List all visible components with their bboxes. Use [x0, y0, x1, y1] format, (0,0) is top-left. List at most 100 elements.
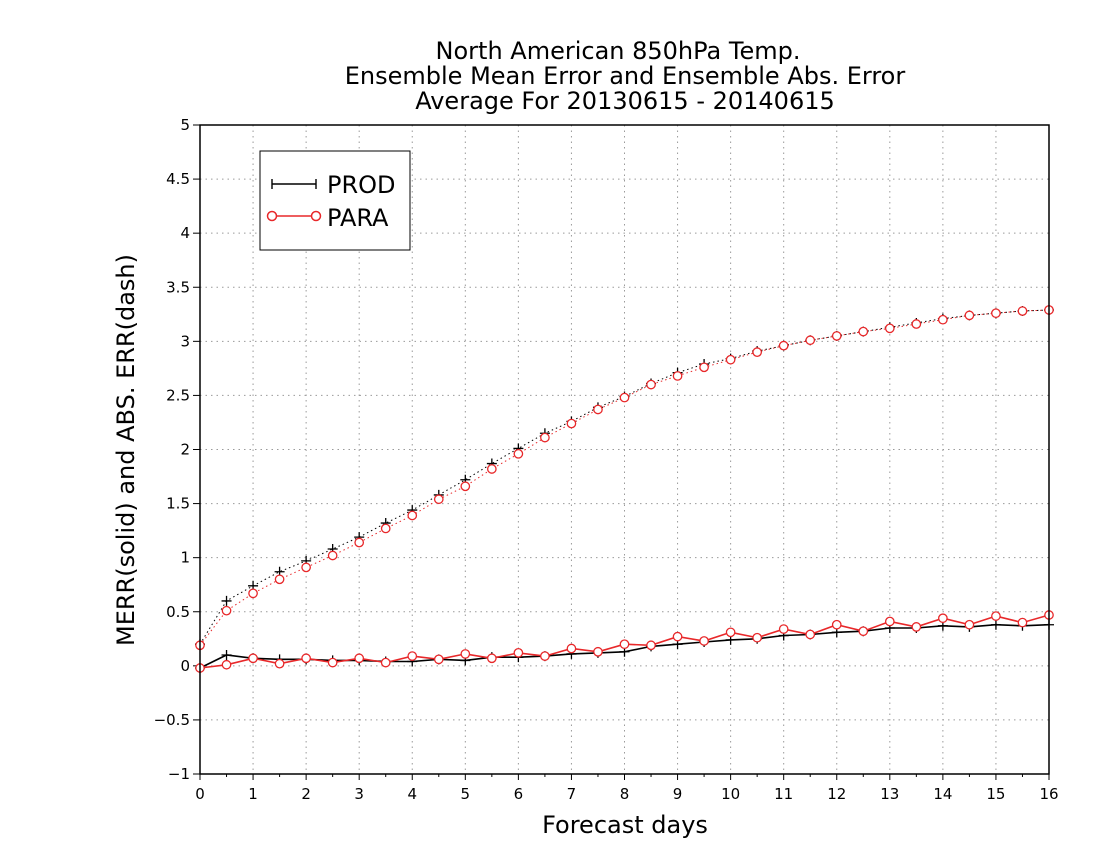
x-tick-label: 4 — [407, 785, 417, 803]
y-tick-label: 1 — [180, 549, 190, 567]
para-merr-point — [433, 654, 444, 665]
para-merr-point — [221, 659, 232, 670]
para-abs-err-point — [619, 392, 630, 403]
y-tick-label: 5 — [180, 116, 190, 134]
y-tick-label: 0.5 — [166, 603, 190, 621]
para-abs-err-point — [221, 605, 232, 616]
para-merr-point — [964, 619, 975, 630]
para-abs-err-point — [327, 550, 338, 561]
para-merr-point — [513, 648, 524, 658]
para-merr-point — [858, 626, 869, 637]
para-merr-point — [566, 643, 577, 654]
para-abs-err-point — [486, 464, 497, 474]
y-tick-label: 2 — [180, 441, 190, 459]
axis-ticks: 0 1 2 3 4 5 6 7 8 9 10 11 12 13 14 15 16−1−0.500.511.522… — [154, 116, 1059, 803]
para-merr-point — [752, 632, 763, 643]
legend-para-marker-left — [266, 210, 278, 222]
para-abs-err-point — [672, 371, 683, 381]
y-tick-label: −1 — [168, 765, 190, 783]
x-tick-label: 7 — [567, 785, 577, 803]
legend-prod-label: PROD — [327, 171, 396, 199]
para-merr-point — [831, 619, 842, 630]
para-merr-point — [778, 624, 789, 634]
prod-merr-point — [990, 619, 1001, 630]
x-tick-label: 12 — [827, 785, 846, 803]
x-tick-label: 9 — [673, 785, 683, 803]
para-merr-point — [486, 653, 497, 664]
prod-abs-err-line — [199, 309, 1050, 645]
para-merr-point — [460, 649, 471, 659]
y-tick-label: 3.5 — [166, 278, 190, 296]
para-merr-point — [619, 639, 630, 650]
para-abs-err-point — [805, 335, 816, 346]
para-merr-point — [593, 646, 603, 657]
y-tick-label: 0 — [180, 657, 190, 675]
y-axis-label: MERR(solid) and ABS. ERR(dash) — [112, 254, 140, 646]
y-tick-label: 4.5 — [166, 170, 190, 188]
para-abs-err-point — [566, 418, 577, 429]
para-merr-point — [646, 640, 656, 651]
para-merr-point — [274, 658, 285, 669]
para-abs-err-point — [354, 537, 365, 548]
chart-title-line-3: Average For 20130615 - 20140615 — [415, 87, 835, 115]
para-merr-point — [407, 651, 418, 661]
para-merr-point — [725, 627, 736, 638]
x-tick-label: 11 — [774, 785, 793, 803]
y-tick-label: 2.5 — [166, 386, 190, 404]
legend: PROD PARA — [259, 150, 411, 251]
para-abs-err-point — [646, 379, 656, 390]
para-abs-err-point — [540, 432, 550, 443]
para-merr-point — [380, 657, 391, 668]
series-layer — [195, 304, 1054, 673]
para-merr-point — [938, 613, 948, 624]
x-tick-label: 1 — [248, 785, 258, 803]
y-tick-label: −0.5 — [154, 711, 190, 729]
x-tick-label: 0 — [195, 785, 205, 803]
y-tick-label: 3 — [180, 332, 190, 350]
para-abs-err-point — [460, 481, 471, 492]
para-merr-point — [327, 657, 338, 668]
para-merr-point — [248, 653, 258, 664]
para-abs-err-point — [407, 510, 418, 521]
para-abs-err-point — [778, 340, 789, 351]
para-merr-point — [1017, 617, 1028, 628]
y-tick-label: 1.5 — [166, 495, 190, 513]
chart-title-line-2: Ensemble Mean Error and Ensemble Abs. Er… — [345, 62, 906, 90]
legend-box — [259, 150, 411, 251]
para-merr-point — [672, 631, 683, 642]
para-merr-point — [540, 651, 550, 661]
x-tick-label: 2 — [301, 785, 311, 803]
x-tick-label: 6 — [514, 785, 524, 803]
para-abs-err-point — [858, 326, 869, 337]
para-abs-err-point — [513, 448, 524, 459]
x-tick-label: 5 — [461, 785, 471, 803]
para-merr-point — [301, 653, 311, 664]
para-abs-err-point — [274, 574, 285, 585]
para-abs-err-point — [884, 323, 895, 334]
para-abs-err-point — [752, 347, 763, 357]
para-abs-err-point — [964, 310, 975, 321]
para-abs-err-point — [831, 331, 842, 341]
y-tick-label: 4 — [180, 224, 190, 242]
x-tick-label: 8 — [620, 785, 630, 803]
para-merr-point — [699, 636, 709, 646]
para-merr-point — [911, 622, 922, 632]
para-merr-point — [354, 653, 365, 664]
para-abs-err-point — [911, 319, 922, 329]
x-tick-label: 3 — [354, 785, 364, 803]
legend-para-label: PARA — [327, 204, 389, 232]
para-abs-err-point — [380, 523, 391, 534]
para-abs-err-point — [301, 562, 311, 573]
para-merr-point — [805, 629, 816, 640]
plot-frame — [199, 124, 1050, 775]
legend-para-marker-right — [310, 210, 322, 222]
x-tick-label: 16 — [1039, 785, 1058, 803]
x-tick-label: 10 — [721, 785, 740, 803]
chart-title-line-1: North American 850hPa Temp. — [436, 37, 801, 65]
prod-merr-point — [221, 650, 232, 661]
para-abs-err-point — [1017, 306, 1028, 316]
para-abs-err-point — [593, 404, 603, 415]
para-abs-err-point — [725, 354, 736, 365]
para-abs-err-point — [699, 362, 709, 373]
